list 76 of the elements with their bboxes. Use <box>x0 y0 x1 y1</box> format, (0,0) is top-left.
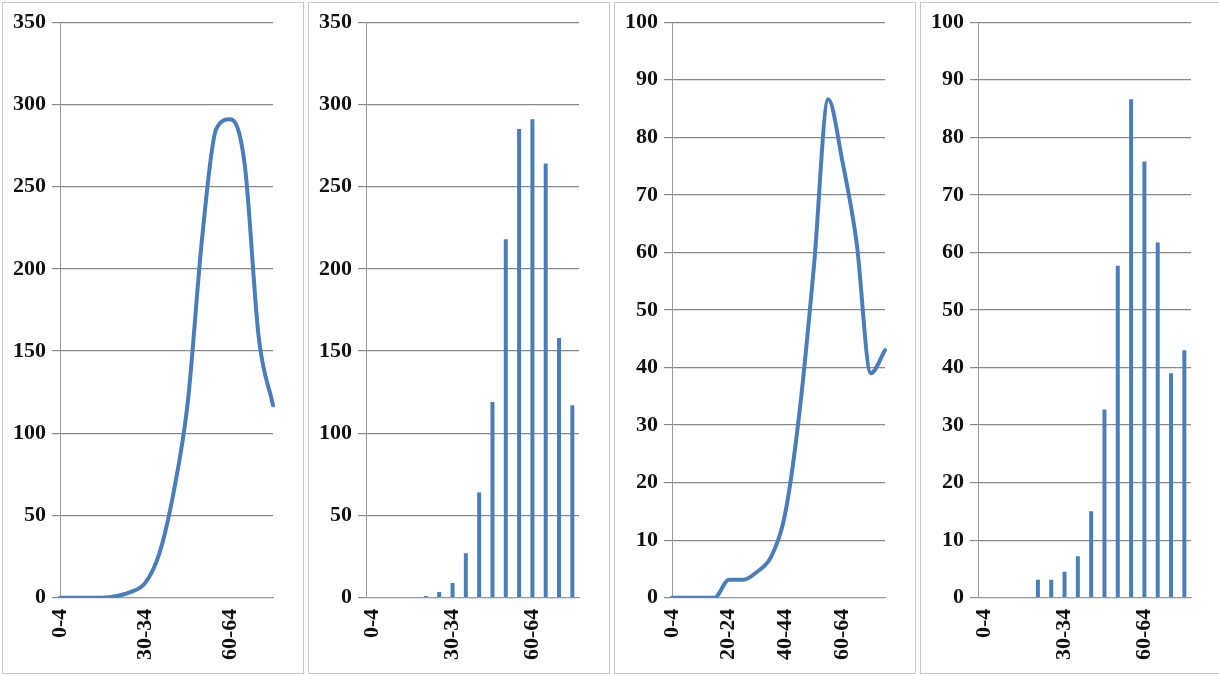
y-tick-label: 50 <box>330 501 352 527</box>
x-tick-label: 60-64 <box>1130 608 1156 660</box>
y-tick-label: 60 <box>942 238 964 264</box>
bar <box>1155 242 1160 598</box>
bar <box>477 492 482 598</box>
x-tick-label: 0-4 <box>45 608 71 638</box>
y-tick-label: 60 <box>636 238 658 264</box>
bar <box>1075 556 1080 598</box>
y-tick-label: 100 <box>931 7 964 33</box>
y-tick-label: 40 <box>636 353 658 379</box>
bar <box>1089 511 1094 598</box>
y-tick-label: 250 <box>319 172 352 198</box>
bar <box>530 119 535 598</box>
x-tick-label: 0-4 <box>358 608 384 638</box>
x-tick-label: 20-24 <box>714 608 740 660</box>
x-tick-label: 30-34 <box>130 608 156 660</box>
y-tick-label: 90 <box>942 65 964 91</box>
x-tick-label: 30-34 <box>1050 608 1076 660</box>
bar <box>503 239 508 598</box>
bar <box>1182 350 1187 598</box>
y-tick-label: 10 <box>636 525 658 551</box>
x-tick-label: 0-4 <box>657 608 683 638</box>
y-tick-label: 0 <box>341 583 352 609</box>
y-tick-label: 30 <box>942 410 964 436</box>
y-tick-label: 0 <box>647 583 658 609</box>
x-tick-label: 0-4 <box>970 608 996 638</box>
y-tick-label: 70 <box>636 180 658 206</box>
x-tick-label: 60-64 <box>216 608 242 660</box>
y-tick-label: 150 <box>13 336 46 362</box>
y-tick-label: 50 <box>636 295 658 321</box>
y-tick-label: 0 <box>35 583 46 609</box>
y-tick-label: 40 <box>942 353 964 379</box>
y-tick-label: 80 <box>942 122 964 148</box>
bar <box>1035 579 1040 598</box>
y-tick-label: 70 <box>942 180 964 206</box>
bar <box>1142 161 1147 598</box>
bar <box>1129 99 1134 598</box>
y-tick-label: 30 <box>636 410 658 436</box>
x-tick-label: 60-64 <box>828 608 854 660</box>
bar <box>490 402 495 598</box>
y-tick-label: 350 <box>319 7 352 33</box>
bar <box>570 405 575 598</box>
bar <box>1115 265 1120 598</box>
x-tick-label: 40-44 <box>771 608 797 660</box>
y-tick-label: 300 <box>319 90 352 116</box>
y-tick-label: 150 <box>319 336 352 362</box>
line-series <box>670 97 887 598</box>
y-tick-label: 80 <box>636 122 658 148</box>
y-tick-label: 200 <box>13 254 46 280</box>
y-tick-label: 300 <box>13 90 46 116</box>
bar <box>1169 373 1174 598</box>
x-tick-label: 30-34 <box>438 608 464 660</box>
y-tick-label: 20 <box>942 468 964 494</box>
bar <box>1102 409 1107 598</box>
y-tick-label: 0 <box>953 583 964 609</box>
y-tick-label: 250 <box>13 172 46 198</box>
y-tick-label: 100 <box>625 7 658 33</box>
y-tick-label: 100 <box>13 418 46 444</box>
y-tick-label: 200 <box>319 254 352 280</box>
bar <box>450 582 455 598</box>
bar <box>437 591 442 598</box>
y-tick-label: 90 <box>636 65 658 91</box>
y-tick-label: 10 <box>942 525 964 551</box>
bar <box>1062 571 1067 598</box>
bar <box>1049 579 1054 598</box>
x-tick-label: 60-64 <box>518 608 544 660</box>
y-tick-label: 350 <box>13 7 46 33</box>
bar <box>557 337 562 598</box>
bar <box>543 163 548 598</box>
y-tick-label: 50 <box>942 295 964 321</box>
bar <box>463 553 468 598</box>
y-tick-label: 20 <box>636 468 658 494</box>
y-tick-label: 100 <box>319 418 352 444</box>
y-tick-label: 50 <box>24 501 46 527</box>
bar <box>517 129 522 598</box>
line-series <box>58 117 275 598</box>
